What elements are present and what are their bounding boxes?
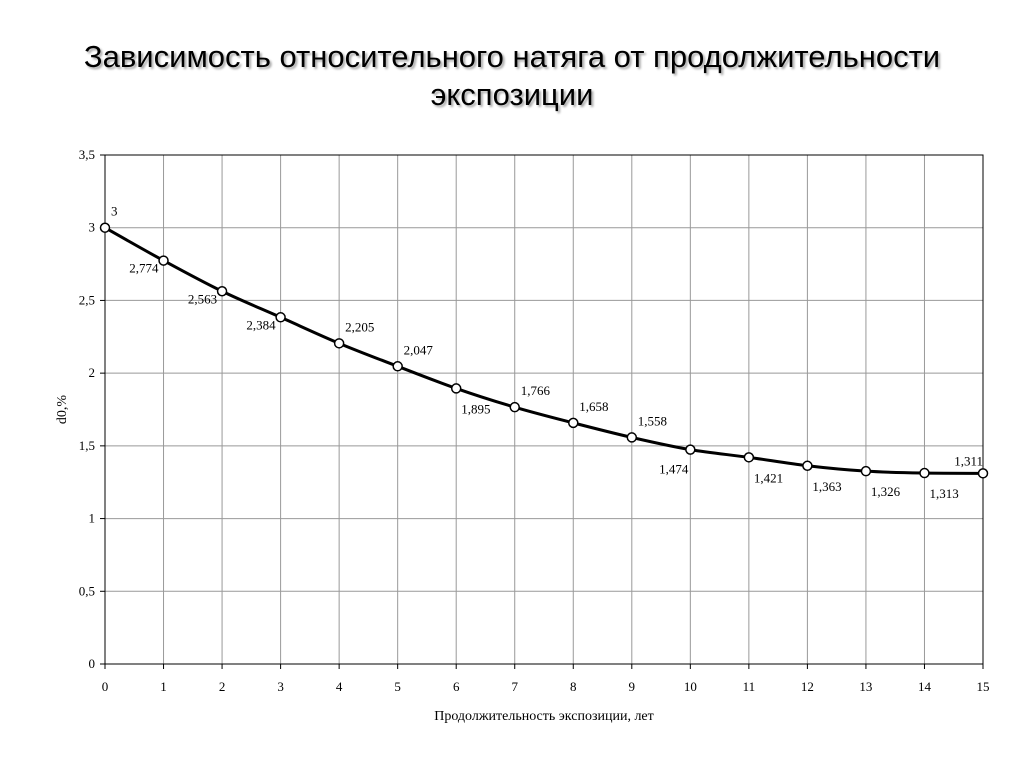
data-label: 1,558	[638, 413, 667, 428]
data-point-marker	[450, 383, 462, 394]
y-tick-label: 0	[89, 656, 96, 671]
data-point-marker	[977, 468, 989, 479]
data-label: 1,326	[871, 484, 901, 499]
data-label: 1,766	[521, 383, 551, 398]
y-tick-label: 2	[89, 365, 96, 380]
data-label: 1,658	[579, 399, 608, 414]
data-point-marker	[509, 401, 520, 413]
x-tick-label: 15	[977, 679, 990, 694]
y-tick-label: 2,5	[79, 292, 95, 307]
x-tick-label: 12	[801, 679, 814, 694]
data-point-marker	[626, 432, 638, 443]
x-tick-label: 5	[394, 679, 401, 694]
x-tick-label: 14	[918, 679, 932, 694]
chart-title-line-2: экспозиции	[430, 77, 594, 112]
x-tick-label: 8	[570, 679, 577, 694]
x-tick-label: 10	[684, 679, 697, 694]
data-labels: 3 2,774 2,563 2,384 2,205 2,047 1,895 1,766 1,65…	[111, 204, 983, 501]
y-tick-label: 1,5	[79, 438, 95, 453]
data-point-marker	[158, 255, 169, 266]
y-tick-label: 3	[89, 220, 96, 235]
data-label: 1,311	[954, 453, 983, 468]
data-label: 1,313	[929, 486, 958, 501]
x-axis-ticks: 0 1 2 3 4 5 6 7 8 9 10 11 12 13 14 15	[102, 664, 990, 694]
series-line	[104, 226, 984, 475]
x-axis-title: Продолжительность экспозиции, лет	[434, 709, 654, 724]
x-tick-label: 7	[511, 679, 518, 694]
grid-lines	[105, 155, 983, 664]
x-tick-label: 13	[859, 679, 872, 694]
data-label: 1,895	[461, 401, 490, 416]
data-point-marker	[919, 467, 930, 479]
data-point-marker	[333, 338, 345, 349]
data-point-marker	[685, 444, 696, 455]
data-point-marker	[216, 286, 228, 297]
data-point-marker	[860, 465, 872, 477]
data-label: 1,421	[754, 470, 783, 485]
y-axis-title: d0,%	[55, 395, 70, 425]
x-tick-label: 11	[743, 679, 756, 694]
y-axis-ticks: 0 0,5 1 1,5 2 2,5 3 3,5	[79, 147, 105, 671]
data-points	[99, 222, 989, 479]
x-tick-label: 9	[629, 679, 636, 694]
plot-area-frame	[104, 154, 984, 665]
x-tick-label: 0	[102, 679, 109, 694]
data-label: 1,474	[659, 462, 689, 477]
data-label: 2,384	[246, 317, 276, 332]
y-tick-label: 0,5	[79, 583, 95, 598]
data-point-marker	[99, 222, 111, 233]
x-tick-label: 3	[277, 679, 284, 694]
data-point-marker	[802, 460, 813, 472]
x-tick-label: 1	[160, 679, 167, 694]
data-label: 2,774	[129, 261, 159, 276]
data-label: 1,363	[812, 479, 841, 494]
x-tick-label: 6	[453, 679, 460, 694]
data-label: 2,205	[345, 319, 374, 334]
y-tick-label: 3,5	[79, 147, 95, 162]
x-tick-label: 4	[336, 679, 343, 694]
data-point-marker	[275, 312, 286, 323]
data-point-marker	[743, 452, 755, 463]
chart-title-line-1: Зависимость относительного натяга от про…	[83, 39, 941, 74]
chart-title: Зависимость относительного натяга от про…	[0, 38, 1024, 114]
data-label: 2,563	[188, 291, 217, 306]
data-point-marker	[392, 361, 403, 372]
data-label: 3	[111, 204, 118, 219]
data-label: 2,047	[404, 342, 434, 357]
data-point-marker	[568, 417, 579, 429]
x-tick-label: 2	[219, 679, 226, 694]
y-tick-label: 1	[89, 511, 96, 526]
